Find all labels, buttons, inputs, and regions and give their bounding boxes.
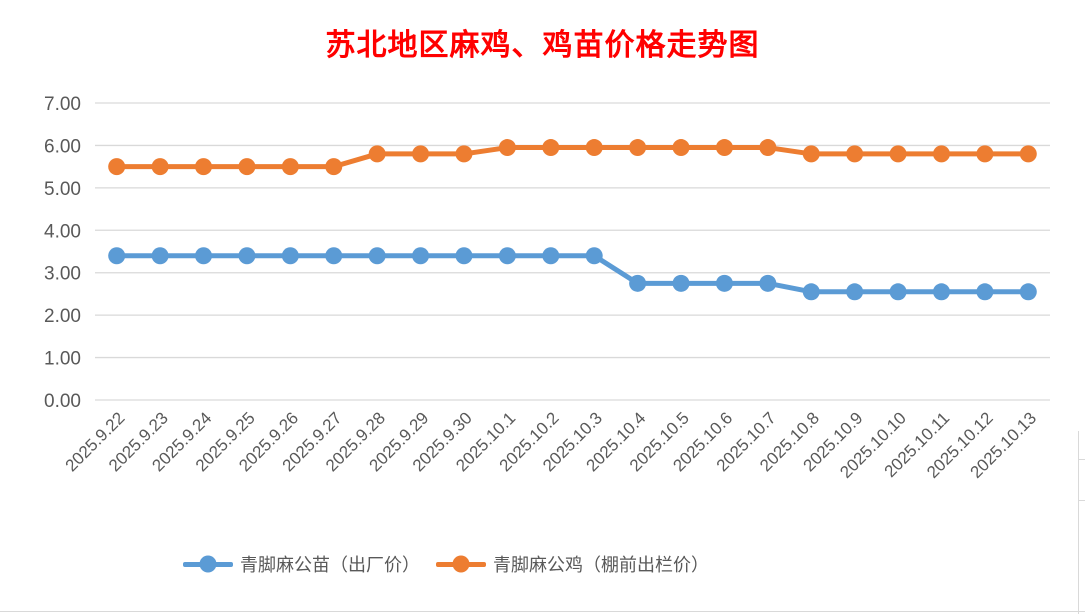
data-point-marker — [802, 145, 820, 163]
chart-title: 苏北地区麻鸡、鸡苗价格走势图 — [325, 29, 760, 62]
series-line-chick-price — [114, 253, 1031, 295]
data-point-marker — [1019, 145, 1037, 163]
legend-label-chick-price: 青脚麻公苗（出厂价） — [240, 555, 420, 575]
data-point-marker — [455, 247, 473, 265]
data-point-marker — [325, 158, 343, 176]
data-point-marker — [498, 139, 516, 157]
legend-line-dot-icon — [183, 555, 233, 573]
legend-label-chicken-price: 青脚麻公鸡（棚前出栏价） — [493, 555, 709, 575]
data-point-marker — [151, 247, 169, 265]
data-point-marker — [108, 158, 126, 176]
data-point-marker — [195, 158, 213, 176]
data-point-marker — [325, 247, 343, 265]
data-point-marker — [281, 247, 299, 265]
data-point-marker — [542, 139, 560, 157]
y-axis-tick-label: 4.00 — [44, 221, 81, 242]
chart-legend: 青脚麻公苗（出厂价） 青脚麻公鸡（棚前出栏价） — [183, 551, 709, 577]
data-point-marker — [585, 247, 603, 265]
data-point-marker — [455, 145, 473, 163]
legend-item-chick-price[interactable]: 青脚麻公苗（出厂价） — [183, 551, 420, 577]
data-point-marker — [238, 247, 256, 265]
y-axis-tick-label: 0.00 — [44, 391, 81, 412]
data-point-marker — [108, 247, 126, 265]
data-point-marker — [715, 139, 733, 157]
spreadsheet-gridline-stub — [1078, 500, 1085, 501]
data-point-marker — [629, 274, 647, 292]
data-point-marker — [976, 283, 994, 301]
y-axis-tick-label: 2.00 — [44, 306, 81, 327]
data-point-marker — [889, 145, 907, 163]
y-axis-tick-label: 6.00 — [44, 136, 81, 157]
y-axis-tick-label: 7.00 — [44, 94, 81, 115]
data-point-marker — [846, 145, 864, 163]
data-point-marker — [846, 283, 864, 301]
data-point-marker — [195, 247, 213, 265]
data-point-marker — [759, 139, 777, 157]
legend-item-chicken-price[interactable]: 青脚麻公鸡（棚前出栏价） — [436, 551, 709, 577]
data-point-marker — [932, 283, 950, 301]
y-axis-tick-label: 3.00 — [44, 264, 81, 285]
data-point-marker — [759, 274, 777, 292]
data-point-marker — [585, 139, 603, 157]
data-point-marker — [715, 274, 733, 292]
data-point-marker — [932, 145, 950, 163]
series-line-chicken-price — [114, 145, 1031, 170]
y-axis-tick-label: 1.00 — [44, 349, 81, 370]
data-point-marker — [368, 145, 386, 163]
data-point-marker — [238, 158, 256, 176]
data-point-marker — [672, 274, 690, 292]
data-point-marker — [1019, 283, 1037, 301]
data-point-marker — [412, 247, 430, 265]
data-point-marker — [976, 145, 994, 163]
legend-line-dot-icon — [436, 555, 486, 573]
data-point-marker — [368, 247, 386, 265]
data-point-marker — [542, 247, 560, 265]
data-point-marker — [672, 139, 690, 157]
data-point-marker — [498, 247, 516, 265]
data-point-marker — [412, 145, 430, 163]
y-axis-tick-label: 5.00 — [44, 179, 81, 200]
spreadsheet-gridline-bottom — [0, 611, 1085, 612]
data-point-marker — [629, 139, 647, 157]
data-point-marker — [802, 283, 820, 301]
spreadsheet-gridline-right — [1078, 431, 1079, 614]
data-point-marker — [281, 158, 299, 176]
data-point-marker — [889, 283, 907, 301]
spreadsheet-gridline-stub — [1078, 459, 1085, 460]
data-point-marker — [151, 158, 169, 176]
